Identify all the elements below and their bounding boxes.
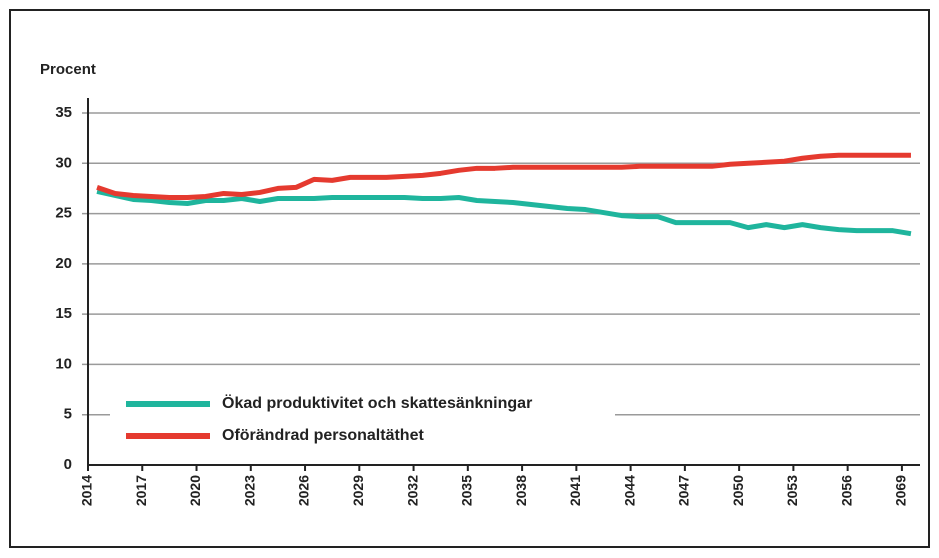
x-tick-label: 2014 [79,475,95,506]
legend: Ökad produktivitet och skattesänkningar O… [110,388,615,450]
y-tick-label: 0 [64,456,72,473]
legend-box [110,388,615,450]
y-tick-label: 5 [64,406,72,423]
legend-label: Oförändrad personaltäthet [222,427,424,444]
y-axis-label: Procent [40,61,96,78]
x-tick-label: 2050 [730,475,746,506]
x-tick-label: 2041 [567,475,583,506]
legend-label: Ökad produktivitet och skattesänkningar [222,393,532,412]
x-tick-label: 2038 [513,475,529,506]
x-tick-label: 2026 [296,475,312,506]
y-tick-label: 25 [55,205,72,222]
line-series [96,189,912,237]
x-tick-label: 2056 [838,475,854,506]
x-tick-label: 2047 [676,475,692,506]
x-tick-label: 2029 [350,475,366,506]
x-tick-label: 2032 [404,475,420,506]
x-tick-label: 2069 [893,475,909,506]
y-tick-label: 15 [55,305,72,322]
frame [9,9,930,548]
y-tick-label: 30 [55,154,72,171]
x-tick-label: 2053 [784,475,800,506]
y-tick-label: 10 [55,355,72,372]
x-tick-label: 2020 [187,475,203,506]
y-tick-label: 35 [55,104,72,121]
y-tick-label: 20 [55,255,72,272]
x-tick-label: 2035 [459,475,475,506]
line-series [96,152,911,200]
x-tick-label: 2023 [241,475,257,506]
x-tick-label: 2044 [621,475,637,506]
x-tick-label: 2017 [133,475,149,506]
